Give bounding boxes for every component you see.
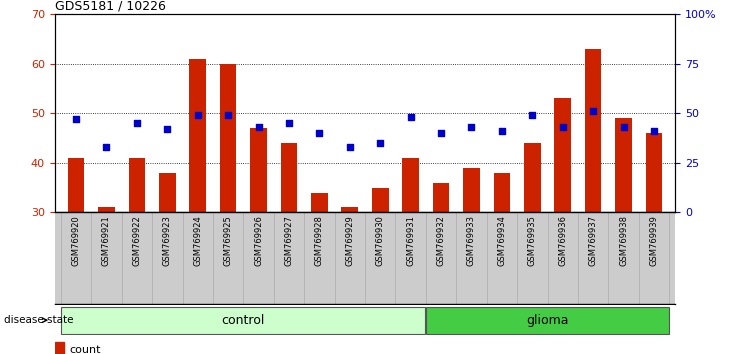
- Bar: [98, 207, 115, 212]
- FancyBboxPatch shape: [61, 307, 426, 334]
- Text: GSM769934: GSM769934: [497, 215, 507, 266]
- Text: GSM769930: GSM769930: [376, 215, 385, 266]
- Bar: [342, 207, 358, 212]
- Text: GSM769926: GSM769926: [254, 215, 263, 266]
- Bar: [524, 143, 541, 212]
- Bar: [220, 64, 237, 212]
- Point: [192, 113, 204, 118]
- Bar: [402, 158, 419, 212]
- Point: [526, 113, 538, 118]
- Bar: [128, 158, 145, 212]
- Text: GSM769928: GSM769928: [315, 215, 324, 266]
- Text: GSM769924: GSM769924: [193, 215, 202, 266]
- Point: [223, 113, 234, 118]
- Point: [253, 124, 264, 130]
- Text: GSM769937: GSM769937: [588, 215, 598, 266]
- Text: GSM769927: GSM769927: [285, 215, 293, 266]
- Bar: [311, 193, 328, 212]
- Point: [618, 124, 629, 130]
- Point: [314, 130, 326, 136]
- Bar: [554, 98, 571, 212]
- Bar: [159, 173, 176, 212]
- Point: [587, 108, 599, 114]
- Point: [557, 124, 569, 130]
- Point: [648, 128, 660, 134]
- Bar: [250, 128, 267, 212]
- Text: GDS5181 / 10226: GDS5181 / 10226: [55, 0, 166, 13]
- Bar: [585, 49, 602, 212]
- Point: [435, 130, 447, 136]
- Point: [161, 126, 173, 132]
- Point: [70, 116, 82, 122]
- Text: GSM769929: GSM769929: [345, 215, 354, 266]
- Text: glioma: glioma: [526, 314, 569, 327]
- Point: [405, 114, 417, 120]
- Bar: [433, 183, 450, 212]
- Text: GSM769938: GSM769938: [619, 215, 628, 266]
- Bar: [645, 133, 662, 212]
- Bar: [189, 59, 206, 212]
- Point: [374, 140, 386, 146]
- Point: [101, 144, 112, 150]
- Point: [496, 128, 508, 134]
- Text: GSM769933: GSM769933: [467, 215, 476, 266]
- Bar: [68, 158, 85, 212]
- Text: GSM769925: GSM769925: [223, 215, 233, 266]
- Bar: [280, 143, 297, 212]
- Point: [344, 144, 356, 150]
- Bar: [372, 188, 388, 212]
- FancyBboxPatch shape: [426, 307, 669, 334]
- Text: GSM769932: GSM769932: [437, 215, 445, 266]
- Bar: [493, 173, 510, 212]
- Text: GSM769921: GSM769921: [102, 215, 111, 266]
- Text: GSM769923: GSM769923: [163, 215, 172, 266]
- Point: [283, 120, 295, 126]
- Text: GSM769922: GSM769922: [132, 215, 142, 266]
- Text: GSM769935: GSM769935: [528, 215, 537, 266]
- Text: GSM769920: GSM769920: [72, 215, 80, 266]
- Text: GSM769936: GSM769936: [558, 215, 567, 266]
- Bar: [463, 168, 480, 212]
- Bar: [55, 342, 64, 354]
- Text: GSM769939: GSM769939: [650, 215, 658, 266]
- Text: disease state: disease state: [4, 315, 73, 325]
- Point: [131, 120, 143, 126]
- Bar: [615, 118, 632, 212]
- Point: [466, 124, 477, 130]
- Text: count: count: [69, 345, 101, 354]
- Text: GSM769931: GSM769931: [406, 215, 415, 266]
- Text: control: control: [221, 314, 265, 327]
